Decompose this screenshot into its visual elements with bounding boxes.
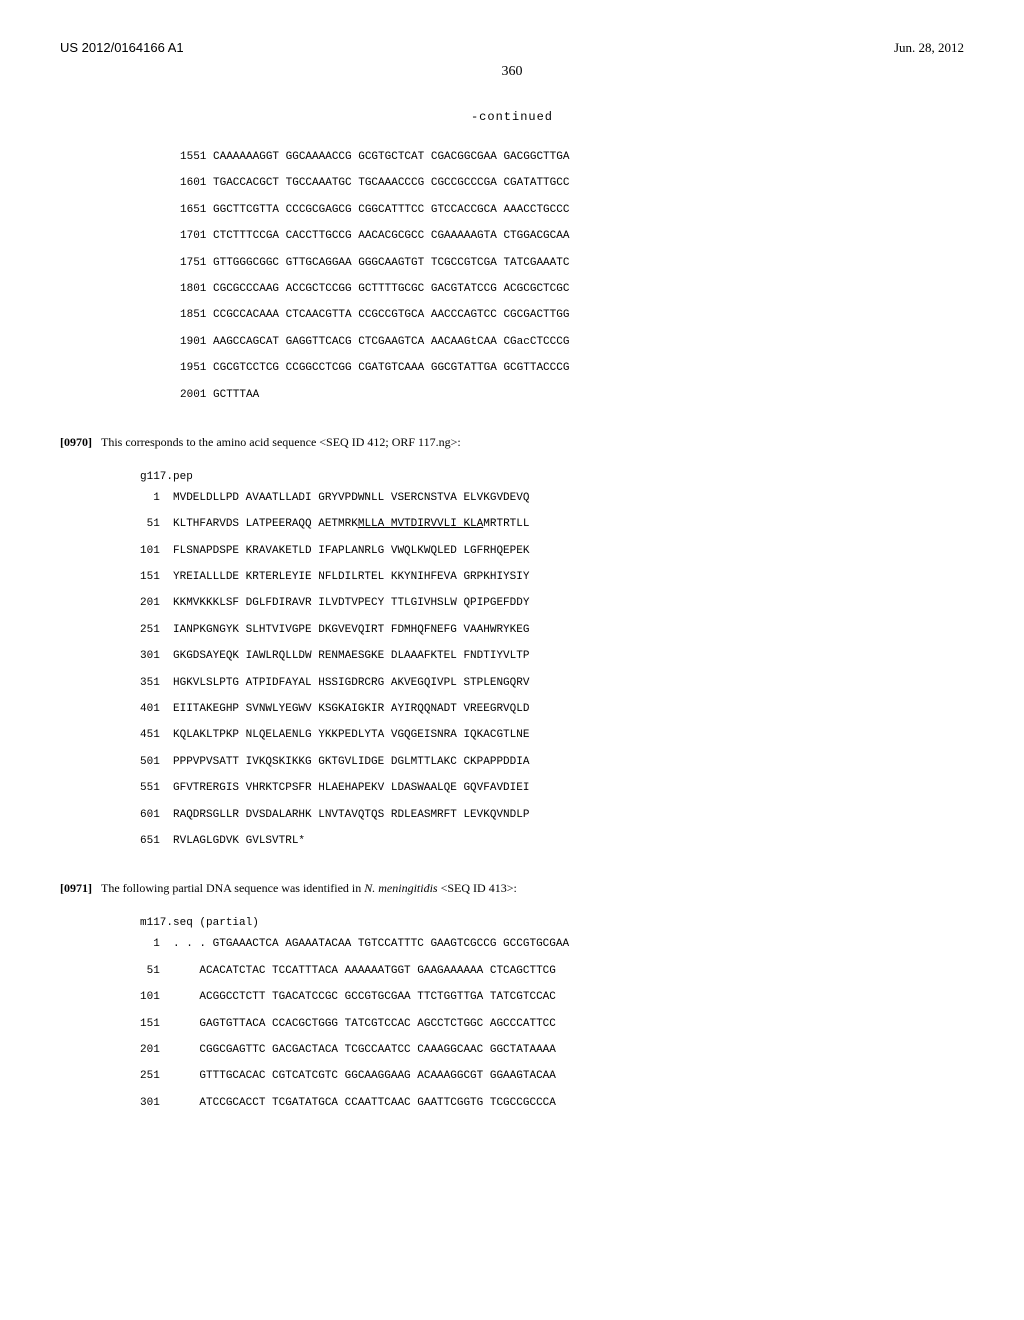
paragraph-971: [0971] The following partial DNA sequenc… [60, 879, 964, 897]
para-number-971: [0971] [60, 881, 92, 895]
app-number: US 2012/0164166 A1 [60, 40, 184, 55]
dna-sequence-1: 1551 CAAAAAAGGT GGCAAAACCG GCGTGCTCAT CG… [180, 144, 964, 408]
paragraph-970: [0970] This corresponds to the amino aci… [60, 433, 964, 451]
header: US 2012/0164166 A1 Jun. 28, 2012 [60, 40, 964, 56]
protein-sequence: 1 MVDELDLLPD AVAATLLADI GRYVPDWNLL VSERC… [140, 485, 964, 854]
para-971-text: The following partial DNA sequence was i… [101, 881, 364, 895]
page-number: 360 [60, 64, 964, 80]
continued-label: -continued [60, 110, 964, 124]
para-971-text-after: <SEQ ID 413>: [438, 881, 517, 895]
para-970-text: This corresponds to the amino acid seque… [101, 435, 461, 449]
pub-date: Jun. 28, 2012 [894, 40, 964, 56]
dna-sequence-2: 1 . . . GTGAAACTCA AGAAATACAA TGTCCATTTC… [140, 931, 964, 1116]
para-number-970: [0970] [60, 435, 92, 449]
protein-seq-header: g117.pep [140, 471, 964, 483]
species-name: N. meningitidis [364, 881, 437, 895]
dna-seq2-header: m117.seq (partial) [140, 917, 964, 929]
